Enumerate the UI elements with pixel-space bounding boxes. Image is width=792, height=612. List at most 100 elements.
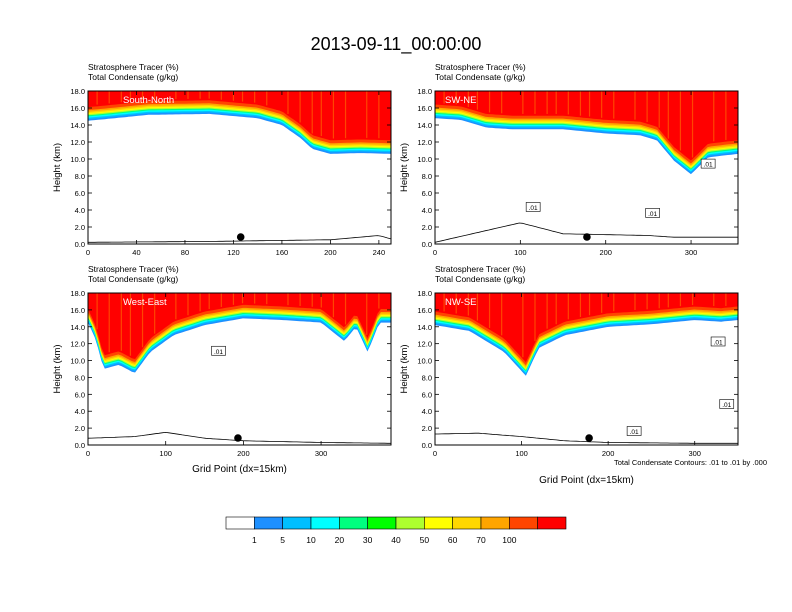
y-tick-label: 16.0 xyxy=(70,104,85,113)
y-tick-label: 4.0 xyxy=(75,407,85,416)
tracer-field xyxy=(435,91,738,175)
colorbar-label: 40 xyxy=(391,535,401,545)
panel-subtitle-tracer: Stratosphere Tracer (%) xyxy=(435,62,526,72)
y-tick-label: 0.0 xyxy=(422,441,432,450)
condensate-contour-label: .01 xyxy=(626,426,642,436)
tracer-band xyxy=(435,293,738,363)
y-tick-label: 8.0 xyxy=(75,373,85,382)
x-tick-label: 200 xyxy=(237,449,250,458)
svg-text:.01: .01 xyxy=(214,349,223,356)
panel-subtitle-condensate: Total Condensate (g/kg) xyxy=(88,72,178,82)
colorbar-swatch xyxy=(509,516,538,530)
y-axis-label: Height (km) xyxy=(52,344,63,393)
y-tick-label: 4.0 xyxy=(75,206,85,215)
colorbar-label: 30 xyxy=(363,535,373,545)
y-tick-label: 10.0 xyxy=(70,155,85,164)
svg-text:.01: .01 xyxy=(648,211,657,218)
colorbar-swatch xyxy=(310,516,340,530)
svg-text:.01: .01 xyxy=(704,162,713,169)
y-tick-label: 14.0 xyxy=(70,121,85,130)
panel-subtitle-condensate: Total Condensate (g/kg) xyxy=(435,72,525,82)
plot-frame xyxy=(87,90,392,245)
x-tick-label: 160 xyxy=(276,248,289,257)
panel-sw-ne: .01 .01 .01 0.0 2.0 4.0 6.0 8.0 10.0 12.0 14.0 16.0… xyxy=(399,62,739,257)
colorbar-swatch xyxy=(282,516,312,530)
terrain-line xyxy=(88,235,391,243)
colorbar-swatch xyxy=(395,516,425,530)
panel-label: West-East xyxy=(123,297,167,308)
x-tick-label: 40 xyxy=(132,248,140,257)
x-tick-label: 300 xyxy=(685,248,698,257)
y-tick-label: 18.0 xyxy=(417,87,432,96)
tracer-band xyxy=(88,91,391,141)
x-tick-label: 300 xyxy=(688,449,701,458)
colorbar-label: 100 xyxy=(502,535,516,545)
y-tick-label: 18.0 xyxy=(70,87,85,96)
tracer-band xyxy=(435,91,738,161)
x-tick-label: 0 xyxy=(86,449,90,458)
location-marker xyxy=(585,434,593,442)
y-tick-label: 12.0 xyxy=(70,340,85,349)
colorbar-swatch xyxy=(339,516,368,530)
y-tick-label: 12.0 xyxy=(417,340,432,349)
condensate-contour-label: .01 xyxy=(211,345,226,356)
colorbar-label: 50 xyxy=(420,535,430,545)
condensate-contour-label: .01 xyxy=(710,336,726,346)
tracer-band xyxy=(88,293,391,359)
location-marker xyxy=(236,233,245,241)
y-tick-label: 14.0 xyxy=(417,323,432,332)
terrain-line xyxy=(435,432,738,444)
y-tick-label: 12.0 xyxy=(70,138,85,147)
x-tick-label: 200 xyxy=(599,248,612,257)
tracer-field xyxy=(88,91,391,154)
y-tick-label: 4.0 xyxy=(422,407,432,416)
panel-label: NW-SE xyxy=(445,297,477,308)
y-axis-label: Height (km) xyxy=(52,143,63,192)
x-axis-label: Grid Point (dx=15km) xyxy=(539,475,634,486)
tracer-field xyxy=(88,293,391,373)
plot-frame xyxy=(434,292,739,446)
y-tick-label: 2.0 xyxy=(75,424,85,433)
figure-title: 2013-09-11_00:00:00 xyxy=(311,34,482,55)
colorbar: 1 5 10 20 30 40 50 60 70 100 xyxy=(225,516,567,545)
x-tick-label: 80 xyxy=(181,248,189,257)
y-tick-label: 6.0 xyxy=(422,189,432,198)
x-tick-label: 200 xyxy=(324,248,337,257)
panel-subtitle-tracer: Stratosphere Tracer (%) xyxy=(88,264,179,274)
footnote: Total Condensate Contours: .01 to .01 by… xyxy=(614,458,767,467)
condensate-contour-label: .01 xyxy=(700,158,716,169)
colorbar-swatch xyxy=(452,516,482,530)
x-tick-label: 300 xyxy=(315,449,328,458)
svg-text:.01: .01 xyxy=(529,205,538,212)
x-tick-label: 240 xyxy=(373,248,386,257)
y-tick-label: 0.0 xyxy=(75,441,85,450)
colorbar-label: 70 xyxy=(476,535,486,545)
svg-text:.01: .01 xyxy=(714,339,723,346)
y-tick-label: 12.0 xyxy=(417,138,432,147)
panel-label: SW-NE xyxy=(445,95,477,106)
y-tick-label: 10.0 xyxy=(417,155,432,164)
y-tick-label: 2.0 xyxy=(422,424,432,433)
tracer-field xyxy=(435,293,738,376)
y-axis-label: Height (km) xyxy=(399,143,410,192)
x-tick-label: 100 xyxy=(515,449,528,458)
y-tick-label: 8.0 xyxy=(75,172,85,181)
condensate-contour-label: .01 xyxy=(719,399,735,409)
y-tick-label: 16.0 xyxy=(417,306,432,315)
x-tick-label: 200 xyxy=(602,449,615,458)
location-marker xyxy=(234,434,242,442)
x-tick-label: 0 xyxy=(433,248,437,257)
y-tick-label: 16.0 xyxy=(417,104,432,113)
y-axis-label: Height (km) xyxy=(399,344,410,393)
x-axis-label: Grid Point (dx=15km) xyxy=(192,464,287,475)
y-tick-label: 10.0 xyxy=(417,357,432,366)
y-tick-label: 8.0 xyxy=(422,373,432,382)
y-tick-label: 6.0 xyxy=(422,390,432,399)
y-tick-label: 18.0 xyxy=(417,289,432,298)
x-tick-label: 0 xyxy=(86,248,90,257)
panel-subtitle-tracer: Stratosphere Tracer (%) xyxy=(88,62,179,72)
colorbar-swatch xyxy=(225,516,255,530)
y-tick-label: 18.0 xyxy=(70,289,85,298)
panel-south-north: 0.0 2.0 4.0 6.0 8.0 10.0 12.0 14.0 16.0 18.0 0 40 80… xyxy=(52,62,392,257)
